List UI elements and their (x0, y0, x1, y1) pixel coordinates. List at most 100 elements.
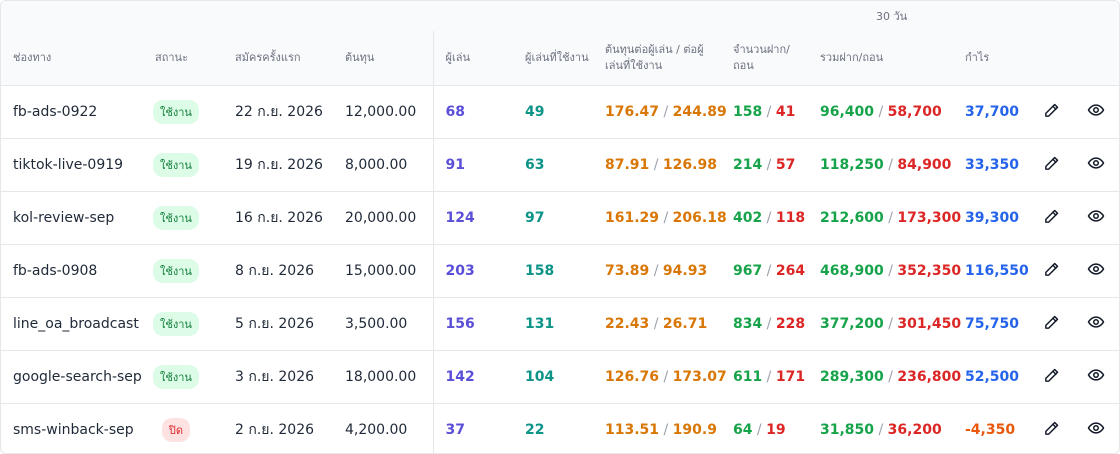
withdraw-count: 41 (775, 103, 796, 120)
cost-per-active-player: 206.18 (672, 209, 727, 226)
deposit-withdraw-count-cell: 64 / 19 (721, 403, 808, 453)
view-button[interactable] (1086, 365, 1106, 385)
active-players-count: 104 (513, 350, 593, 404)
deposit-withdraw-count-cell: 158 / 41 (721, 85, 808, 139)
eye-icon (1087, 263, 1105, 275)
eye-icon (1087, 316, 1105, 328)
separator: / (752, 421, 767, 438)
withdraw-count: 57 (775, 156, 796, 173)
separator: / (762, 368, 776, 385)
cost-per-player: 126.76 (605, 368, 660, 385)
edit-button[interactable] (1041, 312, 1061, 332)
col-first-signup: สมัครครั้งแรก (223, 31, 333, 86)
view-button[interactable] (1086, 153, 1106, 173)
separator: / (762, 103, 776, 120)
first-signup-date: 5 ก.ย. 2026 (223, 297, 333, 351)
eye-icon (1087, 422, 1105, 434)
status-badge: ใช้งาน (153, 99, 199, 124)
col-channel: ช่องทาง (1, 31, 143, 86)
status-badge: ใช้งาน (153, 311, 199, 336)
separator: / (659, 209, 673, 226)
deposit-withdraw-count-cell: 967 / 264 (721, 244, 808, 298)
first-signup-date: 16 ก.ย. 2026 (223, 191, 333, 245)
eye-icon (1087, 210, 1105, 222)
col-deposit-withdraw-total: รวมฝาก/ถอน (808, 31, 953, 86)
separator: / (883, 315, 898, 332)
edit-button[interactable] (1041, 259, 1061, 279)
players-count: 156 (432, 297, 513, 351)
table-row: kol-review-sep ใช้งาน 16 ก.ย. 2026 20,00… (1, 191, 1119, 245)
channel-name: fb-ads-0922 (1, 85, 143, 139)
edit-button[interactable] (1041, 206, 1061, 226)
pencil-icon (1044, 156, 1058, 170)
edit-button[interactable] (1041, 153, 1061, 173)
deposit-total: 96,400 (820, 103, 875, 120)
first-signup-date: 19 ก.ย. 2026 (223, 138, 333, 192)
cost-per-active-player: 190.9 (672, 421, 717, 438)
deposit-withdraw-total-cell: 96,400 / 58,700 (808, 85, 953, 139)
view-button[interactable] (1086, 100, 1106, 120)
withdraw-total: 173,300 (897, 209, 962, 226)
col-deposit-withdraw-count: จำนวนฝาก/ถอน (721, 31, 808, 86)
edit-button[interactable] (1041, 100, 1061, 120)
players-count: 203 (432, 244, 513, 298)
deposit-withdraw-count-cell: 834 / 228 (721, 297, 808, 351)
profit-value: -4,350 (965, 421, 1016, 438)
profit-value: 37,700 (953, 85, 1031, 139)
status-badge: ใช้งาน (153, 152, 199, 177)
deposit-total: 468,900 (820, 262, 884, 279)
players-count: 37 (432, 403, 513, 453)
deposit-withdraw-count-cell: 402 / 118 (721, 191, 808, 245)
first-signup-date: 22 ก.ย. 2026 (223, 85, 333, 139)
view-button[interactable] (1086, 418, 1106, 438)
separator: / (659, 421, 673, 438)
eye-icon (1087, 157, 1105, 169)
cost-per-player: 87.91 (605, 156, 650, 173)
withdraw-count: 118 (775, 209, 806, 226)
deposit-count: 967 (733, 262, 763, 279)
deposit-count: 611 (733, 368, 763, 385)
active-players-count: 131 (513, 297, 593, 351)
period-label: 30 วัน (808, 1, 1119, 31)
col-players: ผู้เล่น (432, 31, 513, 86)
eye-icon (1087, 369, 1105, 381)
cost-per-player-cell: 126.76 / 173.07 (593, 350, 727, 404)
view-button[interactable] (1086, 259, 1106, 279)
channel-name: sms-winback-sep (13, 421, 134, 438)
withdraw-total: 84,900 (897, 156, 952, 173)
pencil-icon (1044, 368, 1058, 382)
withdraw-count: 171 (775, 368, 806, 385)
col-profit: กำไร (953, 31, 1031, 86)
profit-value: 33,350 (953, 138, 1031, 192)
col-status: สถานะ (143, 31, 223, 86)
channel-name: tiktok-live-0919 (1, 138, 143, 192)
deposit-withdraw-count-cell: 214 / 57 (721, 138, 808, 192)
deposit-count: 402 (733, 209, 763, 226)
view-button[interactable] (1086, 312, 1106, 332)
edit-button[interactable] (1041, 365, 1061, 385)
withdraw-total: 236,800 (897, 368, 962, 385)
withdraw-total: 58,700 (887, 103, 942, 120)
eye-icon (1087, 104, 1105, 116)
edit-button[interactable] (1041, 419, 1061, 439)
separator: / (883, 262, 898, 279)
active-players-count: 49 (513, 85, 593, 139)
deposit-count: 214 (733, 156, 763, 173)
channel-name: line_oa_broadcast (1, 297, 143, 351)
players-count: 124 (432, 191, 513, 245)
cost-per-player: 73.89 (605, 262, 650, 279)
players-count: 68 (432, 85, 513, 139)
deposit-count: 64 (733, 421, 753, 438)
table-row: google-search-sep ใช้งาน 3 ก.ย. 2026 18,… (1, 350, 1119, 404)
deposit-withdraw-total-cell: 468,900 / 352,350 (808, 244, 961, 298)
pencil-icon (1044, 103, 1058, 117)
pencil-icon (1044, 209, 1058, 223)
withdraw-count: 19 (766, 421, 786, 438)
separator: / (883, 368, 898, 385)
withdraw-total: 301,450 (897, 315, 962, 332)
players-count: 91 (432, 138, 513, 192)
separator: / (874, 103, 888, 120)
table-row: fb-ads-0922 ใช้งาน 22 ก.ย. 2026 12,000.0… (1, 85, 1119, 139)
view-button[interactable] (1086, 206, 1106, 226)
